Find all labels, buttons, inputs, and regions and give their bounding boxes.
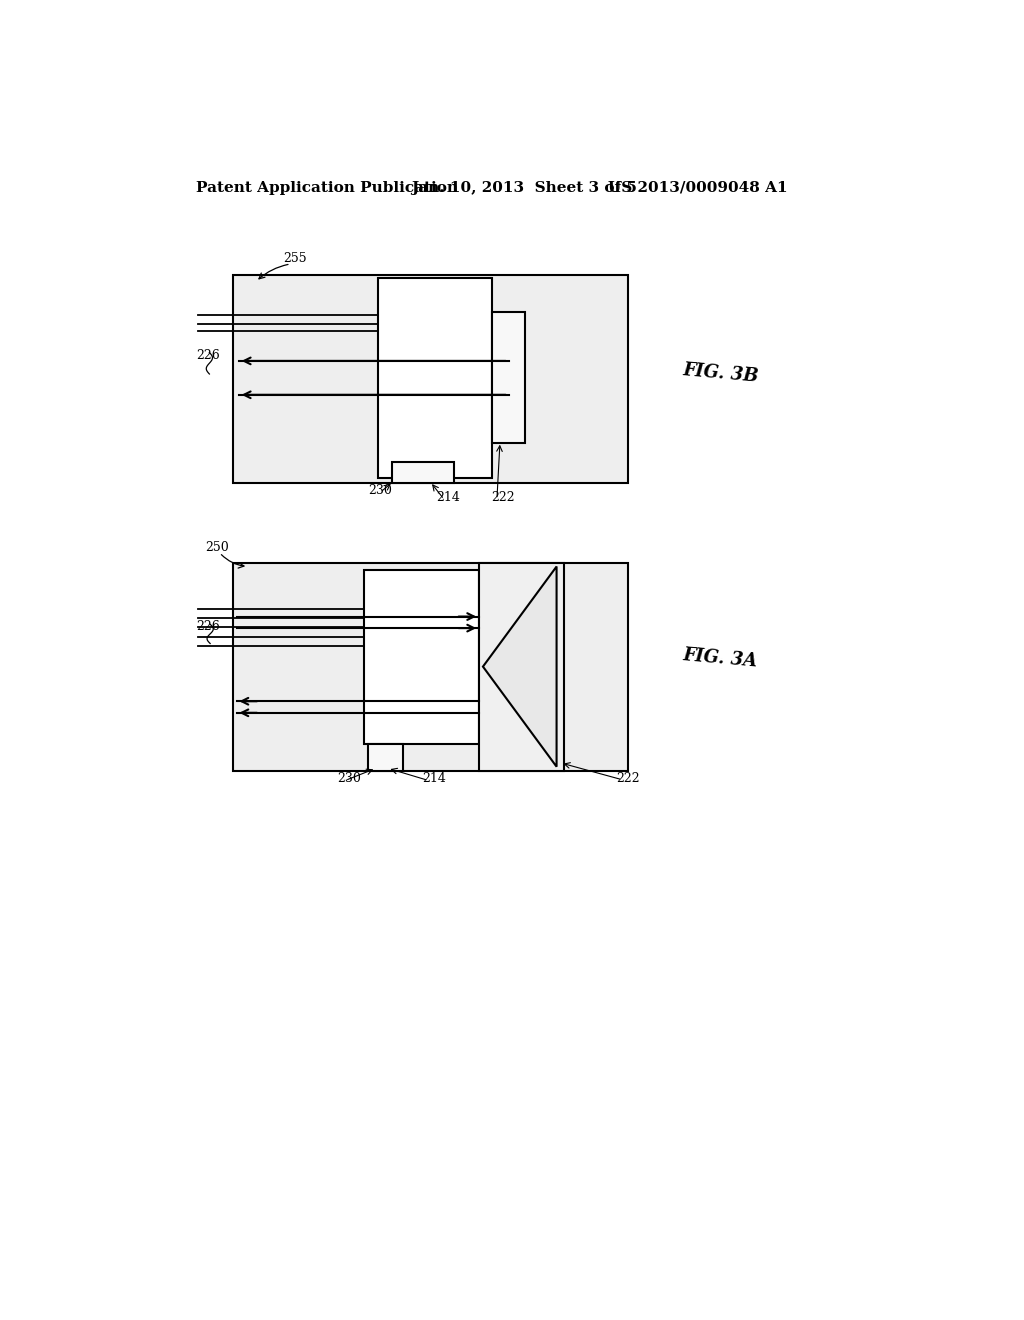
Text: 230: 230 <box>369 484 392 498</box>
Bar <box>365 570 479 743</box>
Text: 226: 226 <box>197 619 220 632</box>
Bar <box>232 562 628 771</box>
Text: 222: 222 <box>490 491 514 504</box>
Bar <box>493 313 524 444</box>
Text: Jan. 10, 2013  Sheet 3 of 5: Jan. 10, 2013 Sheet 3 of 5 <box>411 181 637 194</box>
Text: US 2013/0009048 A1: US 2013/0009048 A1 <box>608 181 788 194</box>
Bar <box>378 277 493 478</box>
Bar <box>369 743 403 771</box>
Text: 214: 214 <box>423 772 446 785</box>
Text: 255: 255 <box>283 252 306 265</box>
Text: FIG. 3A: FIG. 3A <box>682 647 759 671</box>
Text: 222: 222 <box>616 772 640 785</box>
Text: 250: 250 <box>206 541 229 554</box>
Text: FIG. 3B: FIG. 3B <box>682 362 760 385</box>
Text: 214: 214 <box>436 491 461 504</box>
Bar <box>232 276 628 483</box>
Polygon shape <box>483 566 557 767</box>
Text: Patent Application Publication: Patent Application Publication <box>197 181 458 194</box>
Text: 230: 230 <box>337 772 361 785</box>
Bar <box>479 562 564 771</box>
Text: 226: 226 <box>197 348 220 362</box>
Bar <box>391 462 454 483</box>
